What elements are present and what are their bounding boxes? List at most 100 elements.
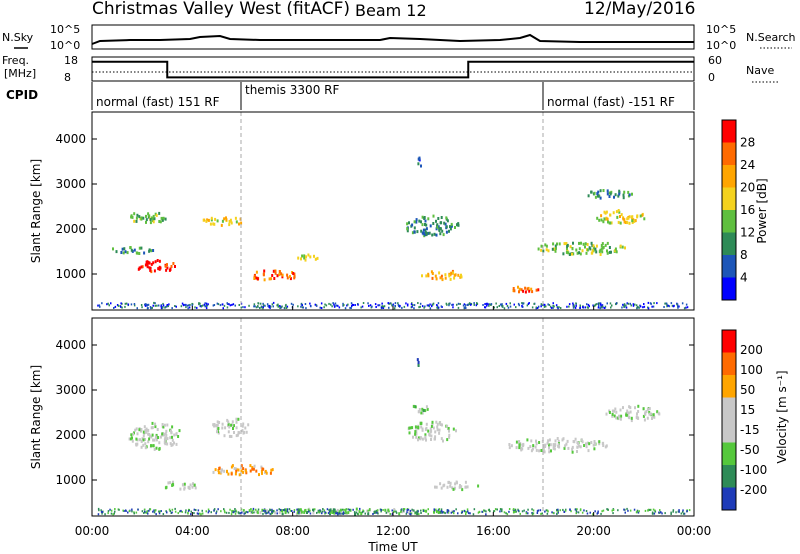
echo-cell xyxy=(406,227,409,231)
ground-scatter-cell xyxy=(385,511,388,514)
ground-scatter-cell xyxy=(544,510,546,513)
ground-scatter-cell xyxy=(417,302,419,304)
ground-scatter-cell xyxy=(501,508,503,511)
echo-cell xyxy=(276,274,279,278)
ground-scatter-cell xyxy=(658,511,660,514)
ground-scatter-cell xyxy=(290,302,293,305)
echo-cell xyxy=(269,471,272,475)
echo-cell xyxy=(307,253,310,257)
ground-scatter-cell xyxy=(485,302,488,305)
echo-cell xyxy=(430,438,432,441)
ground-scatter-cell xyxy=(597,306,600,309)
echo-cell xyxy=(151,433,154,437)
ground-scatter-cell xyxy=(158,512,161,515)
ground-scatter-cell xyxy=(308,510,310,513)
ground-scatter-cell xyxy=(113,512,115,515)
echo-cell xyxy=(600,247,603,251)
echo-cell xyxy=(601,246,604,250)
ground-scatter-cell xyxy=(207,511,210,514)
ground-scatter-cell xyxy=(338,306,341,309)
ground-scatter-cell xyxy=(264,511,266,514)
ground-scatter-cell xyxy=(485,513,487,516)
ground-scatter-cell xyxy=(185,303,187,306)
ground-scatter-cell xyxy=(577,511,580,514)
ground-scatter-cell xyxy=(575,302,577,305)
power-colorbar-label: Power [dB] xyxy=(755,178,769,243)
ground-scatter-cell xyxy=(653,512,656,515)
ground-scatter-cell xyxy=(563,511,566,513)
ground-scatter-cell xyxy=(437,510,439,513)
ground-scatter-cell xyxy=(347,303,349,306)
echo-cell xyxy=(430,270,433,274)
ground-scatter-cell xyxy=(557,307,559,310)
ground-scatter-cell xyxy=(198,303,200,306)
ground-scatter-cell xyxy=(147,303,150,306)
echo-cell xyxy=(439,232,442,236)
echo-cell xyxy=(223,217,226,221)
echo-cell xyxy=(610,190,613,194)
echo-cell xyxy=(547,249,550,253)
ground-scatter-cell xyxy=(654,510,657,513)
echo-cell xyxy=(135,437,138,441)
echo-cell xyxy=(148,266,151,270)
ground-scatter-cell xyxy=(515,306,517,309)
ground-scatter-cell xyxy=(117,304,120,307)
ground-scatter-cell xyxy=(125,510,127,512)
echo-cell xyxy=(414,430,417,434)
echo-cell xyxy=(166,423,169,427)
ground-scatter-cell xyxy=(372,513,374,515)
echo-cell xyxy=(584,242,587,246)
ground-scatter-cell xyxy=(204,302,206,305)
echo-cell xyxy=(425,422,428,426)
echo-cell xyxy=(135,427,138,431)
ground-scatter-cell xyxy=(417,510,419,513)
ground-scatter-cell xyxy=(464,510,467,513)
echo-cell xyxy=(608,250,611,254)
ground-scatter-cell xyxy=(544,303,546,306)
ground-scatter-cell xyxy=(521,510,524,513)
echo-cell xyxy=(613,414,616,418)
ground-scatter-cell xyxy=(513,509,515,512)
echo-cell xyxy=(227,422,230,426)
echo-cell xyxy=(648,412,651,416)
ground-scatter-cell xyxy=(451,303,453,306)
ground-scatter-cell xyxy=(283,306,286,309)
ground-scatter-cell xyxy=(146,304,148,307)
echo-cell xyxy=(338,510,341,514)
echo-cell xyxy=(585,445,588,449)
echo-cell xyxy=(150,216,153,220)
echo-cell xyxy=(604,445,607,449)
echo-cell xyxy=(454,482,457,486)
echo-cell xyxy=(453,486,456,490)
echo-cell xyxy=(218,467,221,470)
ground-scatter-cell xyxy=(457,306,460,309)
echo-cell xyxy=(599,253,602,256)
ground-scatter-cell xyxy=(154,302,156,305)
ground-scatter-cell xyxy=(494,508,497,511)
freq-label: Freq. xyxy=(2,54,29,67)
echo-cell xyxy=(585,251,588,255)
echo-cell xyxy=(615,416,618,420)
ground-scatter-cell xyxy=(499,303,502,306)
ground-scatter-cell xyxy=(226,303,229,305)
echo-cell xyxy=(610,250,612,254)
echo-cell xyxy=(554,439,557,443)
echo-cell xyxy=(289,277,292,281)
echo-cell xyxy=(374,510,376,514)
echo-cell xyxy=(537,288,540,292)
ground-scatter-cell xyxy=(676,303,678,306)
ground-scatter-cell xyxy=(199,512,201,515)
echo-cell xyxy=(576,445,579,449)
ground-scatter-cell xyxy=(418,513,420,516)
echo-cell xyxy=(427,429,430,433)
echo-cell xyxy=(223,434,226,438)
echo-cell xyxy=(578,247,581,251)
ground-scatter-cell xyxy=(398,304,400,307)
colorbar-tick: 16 xyxy=(740,203,755,217)
ground-scatter-cell xyxy=(270,305,272,308)
ground-scatter-cell xyxy=(281,305,283,308)
